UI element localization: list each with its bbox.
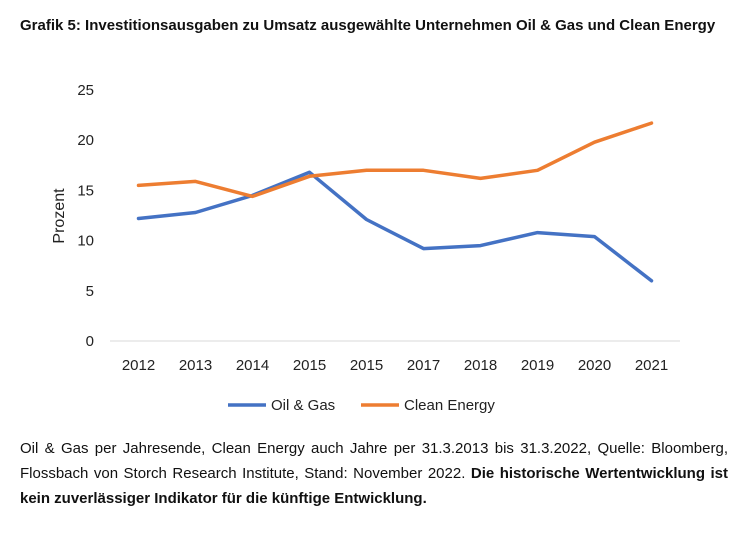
y-tick-label: 25 <box>77 82 94 99</box>
y-tick-label: 20 <box>77 132 94 149</box>
legend-label: Clean Energy <box>404 397 495 414</box>
x-tick-label: 2012 <box>122 357 155 374</box>
footnote: Oil & Gas per Jahresende, Clean Energy a… <box>20 436 728 511</box>
legend: Oil & Gas Clean Energy <box>228 397 495 414</box>
y-axis-ticks: 0 5 10 15 20 25 <box>77 82 94 350</box>
chart-title: Grafik 5: Investitionsausgaben zu Umsatz… <box>20 17 716 34</box>
y-axis-title: Prozent <box>51 188 68 244</box>
footnote-text: Oil & Gas per Jahresende, Clean Energy a… <box>20 440 728 482</box>
y-tick-label: 15 <box>77 182 94 199</box>
x-tick-label: 2019 <box>521 357 554 374</box>
x-axis: 2012 2013 2014 2015 2015 2017 2018 2019 2020 2021 <box>110 340 680 374</box>
x-tick-label: 2017 <box>407 357 440 374</box>
x-tick-label: 2014 <box>236 357 269 374</box>
legend-label: Oil & Gas <box>271 397 335 414</box>
series-line-clean-energy <box>136 121 654 199</box>
x-tick-label: 2015 <box>293 357 326 374</box>
y-tick-label: 0 <box>86 333 94 350</box>
y-tick-label: 10 <box>77 233 94 250</box>
footnote-disclaimer: Die historische Wertentwicklung ist kein… <box>20 465 728 507</box>
x-tick-label: 2018 <box>464 357 497 374</box>
y-tick-label: 5 <box>86 283 94 300</box>
x-tick-label: 2021 <box>635 357 668 374</box>
x-tick-label: 2020 <box>578 357 611 374</box>
series-line-oil-gas <box>136 170 654 283</box>
x-tick-label: 2013 <box>179 357 212 374</box>
series-layer <box>136 121 654 283</box>
x-tick-label: 2015 <box>350 357 383 374</box>
